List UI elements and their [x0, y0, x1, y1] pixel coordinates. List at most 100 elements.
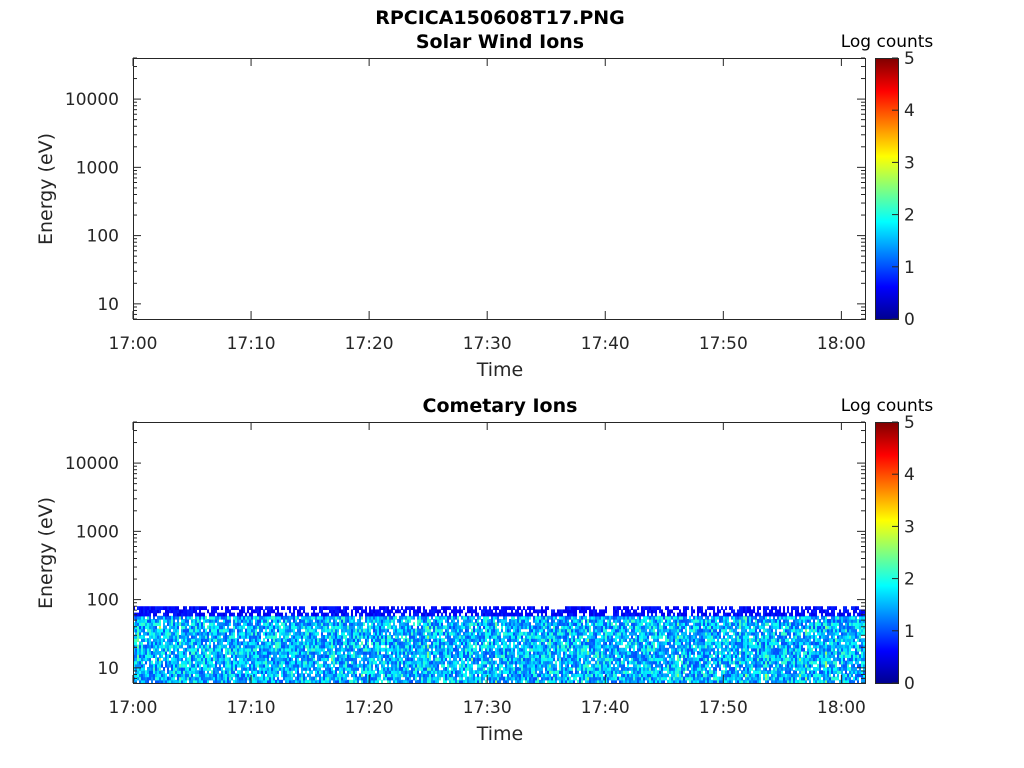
spectrogram-cell: [373, 612, 375, 617]
spectrogram-cell: [191, 619, 193, 623]
spectrogram-cell: [151, 651, 153, 655]
spectrogram-cell: [249, 651, 251, 655]
spectrogram-cell: [327, 651, 329, 655]
spectrogram-cell: [389, 657, 391, 662]
spectrogram-cell: [497, 606, 499, 611]
spectrogram-cell: [399, 625, 401, 630]
spectrogram-cell: [549, 657, 551, 662]
spectrogram-cell: [315, 673, 317, 678]
spectrogram-cell: [383, 609, 385, 614]
spectrogram-cell: [519, 673, 521, 678]
spectrogram-cell: [323, 670, 325, 674]
spectrogram-cell: [281, 644, 283, 649]
spectrogram-cell: [475, 670, 477, 674]
spectrogram-cell: [347, 651, 349, 655]
spectrogram-cell: [607, 676, 609, 681]
spectrogram-cell: [241, 635, 243, 639]
spectrogram-cell: [305, 612, 307, 617]
spectrogram-cell: [335, 615, 337, 620]
spectrogram-cell: [251, 615, 253, 620]
spectrogram-cell: [317, 638, 319, 643]
spectrogram-cell: [413, 657, 415, 662]
spectrogram-cell: [361, 606, 363, 611]
spectrogram-cell: [343, 670, 345, 674]
spectrogram-cell: [199, 641, 201, 646]
spectrogram-cell: [149, 631, 151, 636]
spectrogram-cell: [271, 609, 273, 614]
spectrogram-cell: [139, 619, 141, 623]
spectrogram-cell: [273, 631, 275, 636]
spectrogram-cell: [399, 619, 401, 623]
spectrogram-cell: [475, 619, 477, 623]
spectrogram-cell: [147, 670, 149, 674]
spectrogram-cell: [417, 625, 419, 630]
spectrogram-cell: [349, 638, 351, 643]
spectrogram-cell: [323, 625, 325, 630]
spectrogram-cell: [241, 628, 243, 633]
spectrogram-cell: [585, 641, 587, 646]
spectrogram-cell: [211, 660, 213, 665]
spectrogram-cell: [549, 663, 551, 668]
spectrogram-cell: [579, 638, 581, 643]
spectrogram-cell: [509, 647, 511, 652]
spectrogram-cell: [581, 631, 583, 636]
spectrogram-cell: [209, 647, 211, 652]
spectrogram-cell: [395, 615, 397, 620]
spectrogram-cell: [447, 631, 449, 636]
spectrogram-cell: [541, 647, 543, 652]
spectrogram-cell: [571, 663, 573, 668]
spectrogram-cell: [337, 625, 339, 630]
spectrogram-cell: [597, 615, 599, 620]
spectrogram-cell: [491, 631, 493, 636]
spectrogram-cell: [345, 615, 347, 620]
spectrogram-cell: [375, 647, 377, 652]
spectrogram-cell: [593, 641, 595, 646]
spectrogram-cell: [285, 647, 287, 652]
spectrogram-cell: [215, 609, 217, 614]
spectrogram-cell: [331, 673, 333, 678]
spectrogram-cell: [349, 657, 351, 662]
spectrogram-cell: [233, 651, 235, 655]
spectrogram-cell: [445, 641, 447, 646]
spectrogram-cell: [193, 670, 195, 674]
spectrogram-cell: [453, 606, 455, 611]
spectrogram-cell: [603, 631, 605, 636]
spectrogram-cell: [451, 651, 453, 655]
spectrogram-cell: [289, 615, 291, 620]
spectrogram-cell: [579, 615, 581, 620]
spectrogram-cell: [149, 654, 151, 659]
spectrogram-cell: [139, 641, 141, 646]
spectrogram-cell: [491, 612, 493, 617]
spectrogram-cell: [423, 612, 425, 617]
spectrogram-cell: [547, 663, 549, 668]
spectrogram-cell: [355, 679, 357, 684]
spectrogram-cell: [269, 651, 271, 655]
spectrogram-cell: [257, 679, 259, 684]
spectrogram-cell: [149, 628, 151, 633]
spectrogram-cell: [255, 619, 257, 623]
spectrogram-cell: [485, 679, 487, 684]
spectrogram-cell: [205, 660, 207, 665]
spectrogram-cell: [277, 619, 279, 623]
spectrogram-cell: [517, 612, 519, 617]
spectrogram-cell: [187, 673, 189, 678]
spectrogram-cell: [421, 612, 423, 617]
spectrogram-cell: [587, 673, 589, 678]
spectrogram-cell: [547, 622, 549, 627]
spectrogram-cell: [423, 615, 425, 620]
spectrogram-cell: [291, 612, 293, 617]
spectrogram-cell: [263, 679, 265, 684]
spectrogram-cell: [151, 635, 153, 639]
spectrogram-cell: [433, 657, 435, 662]
spectrogram-cell: [151, 670, 153, 674]
spectrogram-cell: [423, 644, 425, 649]
spectrogram-cell: [521, 654, 523, 659]
spectrogram-cell: [567, 641, 569, 646]
spectrogram-cell: [377, 615, 379, 620]
spectrogram-cell: [371, 660, 373, 665]
spectrogram-cell: [347, 644, 349, 649]
spectrogram-cell: [405, 625, 407, 630]
spectrogram-cell: [327, 628, 329, 633]
spectrogram-cell: [371, 622, 373, 627]
spectrogram-cell: [573, 619, 575, 623]
